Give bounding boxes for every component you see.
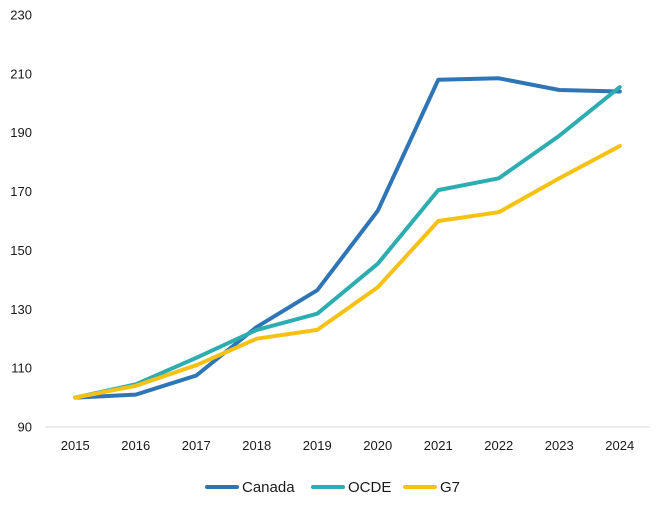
legend-label: Canada [242, 479, 295, 496]
y-tick-label: 210 [10, 66, 32, 81]
y-tick-label: 110 [11, 361, 32, 376]
y-axis-tick-labels: 90 110 130 150 170 190 210 230 [10, 8, 32, 435]
x-tick-label: 2018 [242, 438, 271, 453]
legend-item-canada: Canada [205, 479, 295, 496]
legend-item-g7: G7 [403, 479, 460, 496]
y-tick-label: 190 [10, 125, 32, 140]
x-tick-label: 2019 [303, 438, 332, 453]
series-line-ocde [73, 85, 622, 400]
legend-label: G7 [440, 479, 460, 496]
series-line-canada [73, 76, 622, 400]
x-tick-label: 2016 [121, 438, 150, 453]
x-tick-label: 2021 [424, 438, 453, 453]
x-tick-label: 2020 [363, 438, 392, 453]
x-tick-label: 2022 [484, 438, 513, 453]
legend-item-ocde: OCDE [311, 479, 391, 496]
y-tick-label: 130 [10, 302, 32, 317]
x-axis-tick-labels: 2015 2016 2017 2018 2019 2020 2021 2022 2023 2024 [61, 438, 634, 453]
legend-label: OCDE [348, 479, 391, 496]
legend: Canada OCDE G7 [205, 479, 460, 496]
x-tick-label: 2024 [605, 438, 634, 453]
series-lines [73, 76, 622, 400]
x-tick-label: 2017 [182, 438, 211, 453]
x-tick-label: 2015 [61, 438, 90, 453]
y-tick-label: 90 [18, 420, 32, 435]
y-tick-label: 170 [10, 184, 32, 199]
x-tick-label: 2023 [545, 438, 574, 453]
y-tick-label: 230 [10, 8, 32, 23]
y-tick-label: 150 [10, 243, 32, 258]
series-line-g7 [73, 144, 622, 400]
